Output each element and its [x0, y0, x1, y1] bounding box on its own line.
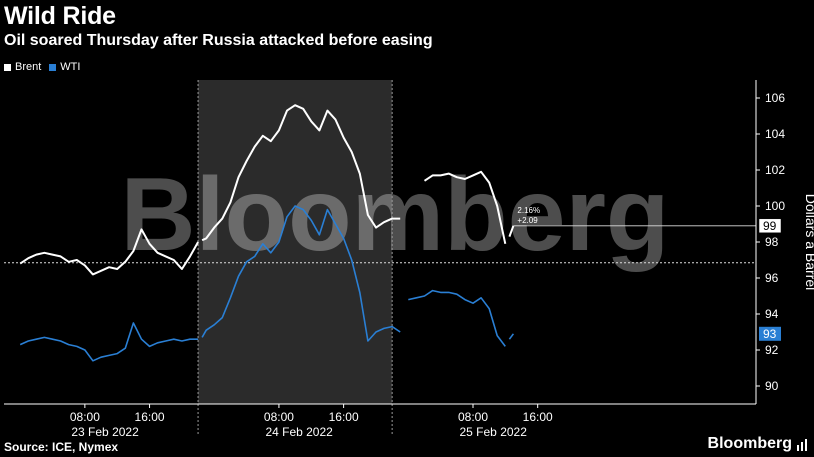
- y-tick-label-90: 90: [765, 379, 779, 393]
- brent-annotation-percent: 2.16%: [517, 206, 540, 215]
- y-tick-label-102: 102: [765, 163, 785, 177]
- x-tick-label-0: 08:00: [70, 410, 100, 424]
- y-tick-label-98: 98: [765, 235, 779, 249]
- x-tick-label-1: 16:00: [135, 410, 165, 424]
- series-wti-segment-1: [201, 205, 401, 342]
- y-tick-label-92: 92: [765, 343, 779, 357]
- legend-item-wti: WTI: [49, 61, 80, 73]
- highlight-band: [198, 80, 393, 404]
- series-brent-segment-2: [423, 170, 507, 245]
- axes: 90 92 94 96 98 100 102 104 106 08:00 16:00 08:00 16:…: [4, 80, 814, 439]
- legend: Brent WTI: [4, 61, 88, 73]
- x-day-label-2: 25 Feb 2022: [460, 425, 528, 439]
- legend-label-brent: Brent: [15, 61, 42, 73]
- day-separators: [197, 80, 393, 436]
- highlight-region: [198, 80, 393, 404]
- bloomberg-logo: Bloomberg: [707, 435, 792, 452]
- watermark: Bloomberg: [121, 157, 670, 273]
- x-tick-label-3: 16:00: [329, 410, 359, 424]
- legend-swatch-brent: [4, 63, 11, 71]
- series-brent-segment-3: [508, 225, 515, 237]
- y-tick-label-94: 94: [765, 307, 779, 321]
- legend-swatch-wti: [49, 63, 57, 71]
- legend-label-wti: WTI: [60, 61, 81, 73]
- series-wti-segment-0: [19, 322, 199, 362]
- y-tick-label-100: 100: [765, 199, 785, 213]
- watermark-text: Bloomberg: [121, 157, 670, 273]
- x-day-label-0: 23 Feb 2022: [71, 425, 139, 439]
- brent-annotation-change: +2.09: [517, 216, 538, 225]
- series-brent-segment-0: [19, 228, 199, 276]
- last-value-label-brent: 99: [763, 219, 777, 233]
- y-tick-label-106: 106: [765, 91, 785, 105]
- source-note: Source: ICE, Nymex: [4, 440, 119, 454]
- y-tick-label-96: 96: [765, 271, 779, 285]
- chart-icon: [797, 439, 807, 451]
- x-tick-label-4: 08:00: [458, 410, 488, 424]
- chart-subtitle: Oil soared Thursday after Russia attacke…: [4, 32, 433, 49]
- chart-title: Wild Ride: [4, 2, 116, 30]
- series-wti-segment-2: [408, 289, 506, 347]
- series-brent-segment-1: [201, 104, 401, 242]
- last-value-box-wti: [759, 326, 781, 341]
- legend-item-brent: Brent: [4, 61, 41, 73]
- x-tick-label-5: 16:00: [523, 410, 553, 424]
- x-tick-label-2: 08:00: [264, 410, 294, 424]
- series-wti-segment-3: [508, 333, 515, 340]
- x-day-label-1: 24 Feb 2022: [265, 425, 333, 439]
- series-lines: 2.16%+2.09: [19, 104, 756, 362]
- last-value-box-brent: [758, 218, 782, 234]
- y-tick-label-104: 104: [765, 127, 785, 141]
- y-axis-title: Dollars a Barrel: [803, 194, 814, 290]
- last-value-label-wti: 93: [763, 327, 777, 341]
